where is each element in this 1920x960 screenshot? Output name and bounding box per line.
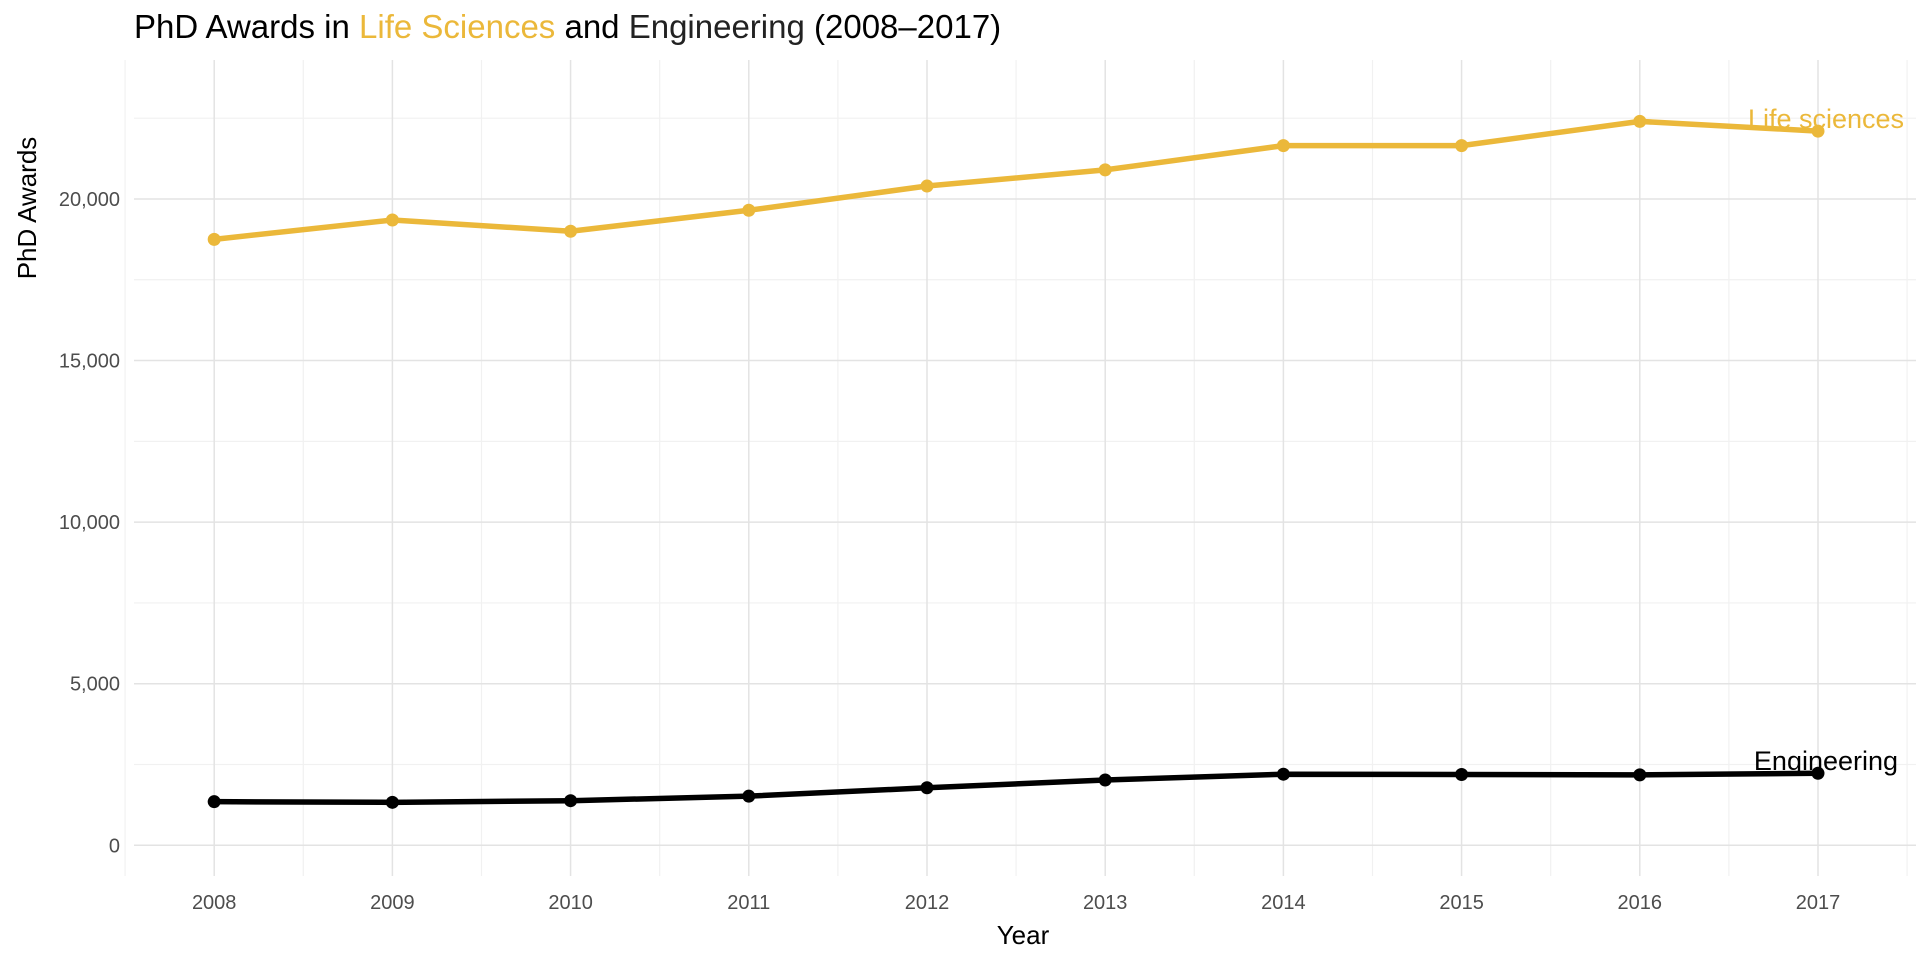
data-point-life-sciences [1276,139,1290,153]
x-axis-ticks: 2008 2009 2010 2011 2012 2013 2014 2015 2016 2017 [192,892,1840,914]
series-label-life-sciences: Life sciences [1748,104,1904,134]
x-tick-label: 2013 [1083,892,1128,914]
y-tick-label: 5,000 [70,674,120,696]
title-middle: and [555,8,629,45]
chart-title: PhD Awards in Life Sciences and Engineer… [134,8,1001,46]
x-tick-label: 2015 [1439,892,1484,914]
title-engineering: Engineering [628,8,805,45]
x-tick-label: 2010 [548,892,593,914]
data-point-engineering [1811,766,1825,780]
grid [124,60,1916,876]
data-point-life-sciences [1811,124,1825,138]
x-tick-label: 2012 [905,892,950,914]
y-axis-ticks: 0 5,000 10,000 15,000 20,000 [59,189,120,857]
series-life-sciences: Life sciences [207,104,1904,246]
data-point-life-sciences [742,203,756,217]
x-tick-label: 2014 [1261,892,1306,914]
title-prefix: PhD Awards in [134,8,360,45]
data-point-life-sciences [564,224,578,238]
y-tick-label: 10,000 [59,512,120,534]
y-tick-label: 0 [109,835,120,857]
series-engineering: Engineering [207,746,1898,809]
data-point-life-sciences [1098,163,1112,177]
data-point-engineering [1455,768,1469,782]
series-layer: Life sciences Engineering [207,104,1904,809]
data-point-life-sciences [1633,114,1647,128]
y-tick-label: 15,000 [59,351,120,373]
title-suffix: (2008–2017) [804,8,1002,45]
x-tick-label: 2008 [192,892,237,914]
x-tick-label: 2017 [1796,892,1841,914]
data-point-engineering [1633,768,1647,782]
x-tick-label: 2016 [1618,892,1663,914]
data-point-engineering [564,794,578,808]
data-point-life-sciences [920,179,934,193]
title-life-sciences: Life Sciences [359,8,556,45]
data-point-life-sciences [1455,139,1469,153]
x-tick-label: 2011 [727,892,770,914]
series-line-life-sciences [211,118,1821,243]
y-tick-label: 20,000 [59,189,120,211]
data-point-life-sciences [385,213,399,227]
series-label-engineering: Engineering [1754,746,1898,776]
data-point-engineering [207,795,221,809]
data-point-life-sciences [207,232,221,246]
data-point-engineering [742,789,756,803]
data-point-engineering [920,781,934,795]
data-point-engineering [1098,773,1112,787]
x-tick-label: 2009 [370,892,415,914]
series-line-engineering [211,770,1821,806]
y-axis-title: PhD Awards [12,137,42,280]
data-point-engineering [1276,767,1290,781]
data-point-engineering [385,795,399,809]
x-axis-title: Year [997,920,1050,950]
